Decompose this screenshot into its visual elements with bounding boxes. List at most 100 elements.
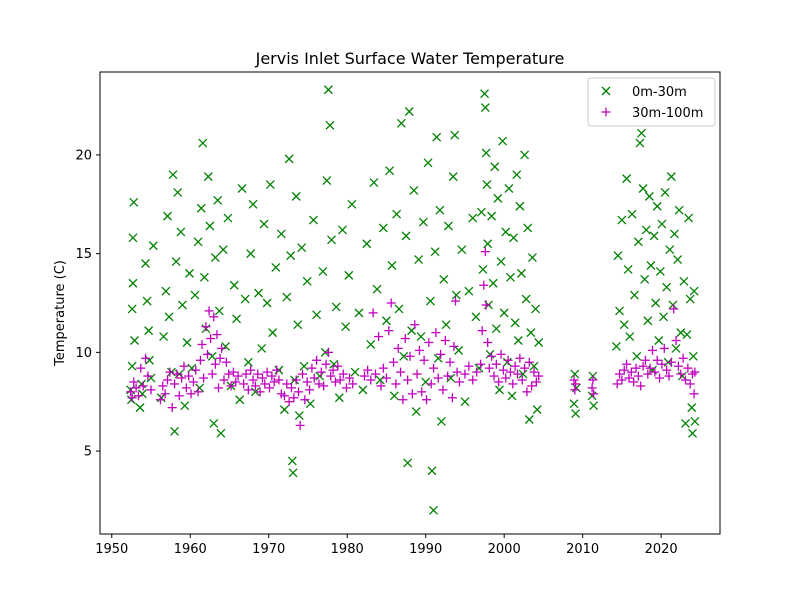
data-point-30m-100m: [345, 373, 355, 383]
data-point-30m-100m: [126, 387, 136, 397]
data-point-30m-100m: [443, 371, 453, 381]
data-point-0m-30m: [429, 505, 439, 515]
data-point-30m-100m: [224, 369, 234, 379]
data-point-0m-30m: [652, 201, 662, 211]
data-point-30m-100m: [136, 363, 146, 373]
data-point-30m-100m: [279, 391, 289, 401]
data-point-30m-100m: [314, 379, 324, 389]
data-point-0m-30m: [129, 197, 139, 207]
data-point-30m-100m: [197, 339, 207, 349]
data-point-0m-30m: [587, 391, 597, 401]
data-point-30m-100m: [291, 375, 301, 385]
plot-frame: [99, 71, 721, 535]
data-point-30m-100m: [302, 377, 312, 387]
data-point-0m-30m: [205, 221, 215, 231]
data-point-0m-30m: [318, 266, 328, 276]
data-point-30m-100m: [184, 371, 194, 381]
data-point-0m-30m: [436, 417, 446, 426]
data-point-30m-100m: [289, 393, 299, 403]
data-point-0m-30m: [502, 357, 512, 367]
data-point-0m-30m: [527, 253, 537, 263]
data-point-0m-30m: [501, 227, 511, 237]
data-point-30m-100m: [447, 393, 457, 403]
data-point-30m-100m: [690, 367, 700, 377]
x-tick-label: 1950: [95, 542, 128, 557]
data-point-30m-100m: [487, 351, 497, 361]
data-point-0m-30m: [142, 296, 152, 306]
data-point-30m-100m: [188, 377, 198, 387]
data-point-0m-30m: [246, 249, 256, 259]
legend-marker-30m-100m: [601, 107, 611, 117]
data-point-30m-100m: [253, 369, 263, 379]
data-point-30m-100m: [207, 369, 217, 379]
data-point-30m-100m: [680, 375, 690, 385]
data-point-0m-30m: [141, 259, 150, 268]
data-point-0m-30m: [369, 178, 379, 188]
data-point-30m-100m: [433, 373, 443, 383]
data-point-0m-30m: [499, 308, 509, 318]
data-point-0m-30m: [354, 308, 364, 318]
data-point-0m-30m: [218, 245, 228, 255]
data-point-30m-100m: [389, 357, 399, 367]
data-point-0m-30m: [193, 237, 203, 247]
data-point-0m-30m: [529, 361, 539, 371]
legend-box: [587, 77, 716, 127]
data-point-0m-30m: [633, 237, 643, 247]
plot-area: [126, 85, 700, 515]
data-point-30m-100m: [636, 381, 646, 391]
data-point-30m-100m: [272, 365, 282, 375]
data-point-0m-30m: [423, 158, 433, 168]
data-point-30m-100m: [460, 369, 470, 379]
chart-title: Jervis Inlet Surface Water Temperature: [255, 49, 565, 68]
data-point-30m-100m: [305, 385, 315, 395]
data-point-30m-100m: [338, 369, 348, 379]
data-point-30m-100m: [631, 363, 641, 373]
data-point-0m-30m: [441, 320, 451, 330]
data-point-0m-30m: [213, 195, 223, 205]
data-point-0m-30m: [293, 320, 303, 330]
data-point-0m-30m: [144, 326, 154, 336]
data-point-0m-30m: [127, 361, 137, 371]
y-axis-label: Temperature (C): [53, 260, 68, 367]
data-point-30m-100m: [370, 369, 380, 379]
data-point-0m-30m: [130, 336, 139, 345]
data-point-0m-30m: [491, 324, 501, 334]
data-point-30m-100m: [323, 347, 333, 357]
data-point-0m-30m: [660, 187, 670, 197]
data-point-0m-30m: [135, 403, 145, 413]
data-point-0m-30m: [279, 405, 289, 415]
data-point-30m-100m: [217, 343, 227, 353]
data-point-30m-100m: [650, 367, 660, 377]
data-point-0m-30m: [378, 223, 388, 233]
data-point-0m-30m: [325, 120, 335, 130]
data-point-30m-100m: [662, 365, 672, 375]
data-point-30m-100m: [426, 379, 436, 389]
data-point-0m-30m: [644, 191, 654, 201]
data-point-30m-100m: [588, 375, 598, 385]
data-point-30m-100m: [626, 367, 636, 377]
data-point-30m-100m: [527, 381, 537, 391]
data-point-30m-100m: [484, 363, 494, 373]
data-point-0m-30m: [334, 393, 344, 403]
data-point-30m-100m: [657, 359, 667, 369]
data-point-30m-100m: [160, 389, 170, 399]
data-point-30m-100m: [659, 343, 669, 353]
data-point-30m-100m: [167, 403, 177, 413]
data-point-30m-100m: [648, 345, 658, 355]
data-point-30m-100m: [505, 367, 515, 377]
data-point-30m-100m: [212, 330, 222, 340]
data-point-0m-30m: [237, 184, 247, 193]
data-point-0m-30m: [480, 89, 490, 99]
data-point-0m-30m: [190, 290, 200, 300]
data-point-0m-30m: [323, 85, 333, 95]
data-point-30m-100m: [419, 355, 429, 365]
series-30m-100m: [126, 247, 700, 430]
data-point-0m-30m: [641, 225, 651, 235]
data-point-0m-30m: [520, 150, 530, 160]
data-point-0m-30m: [163, 211, 172, 221]
data-point-30m-100m: [316, 367, 326, 377]
data-point-0m-30m: [638, 184, 648, 193]
data-point-0m-30m: [531, 304, 541, 314]
data-point-0m-30m: [159, 332, 169, 342]
